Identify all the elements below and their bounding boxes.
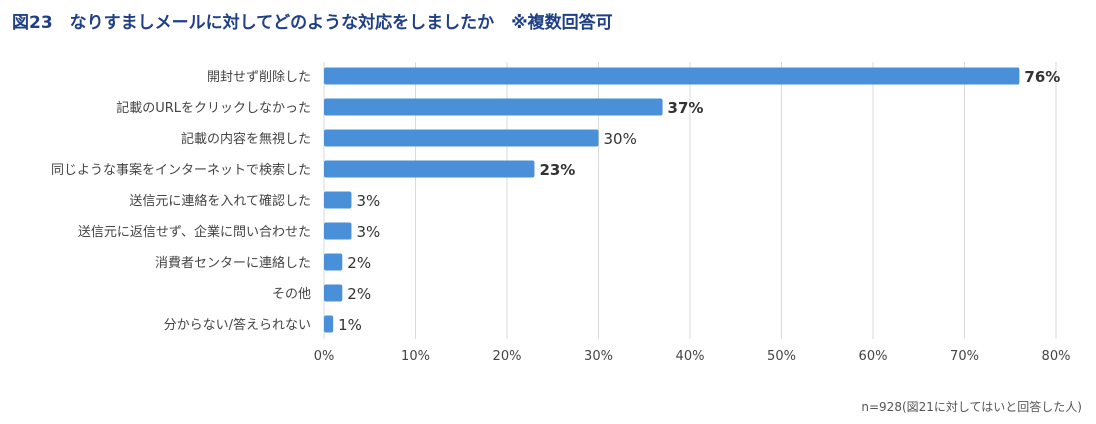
value-label: 3%	[356, 192, 380, 210]
x-tick-label: 40%	[676, 349, 705, 364]
bar	[324, 284, 343, 302]
x-tick-label: 50%	[767, 349, 796, 364]
value-label: 76%	[1024, 68, 1060, 86]
category-label: 送信元に返信せず、企業に問い合わせた	[78, 224, 311, 240]
bar	[324, 191, 352, 209]
value-label: 2%	[347, 254, 371, 272]
category-label: 消費者センターに連絡した	[155, 255, 311, 271]
bar	[324, 160, 535, 178]
bars	[324, 67, 1020, 333]
bar	[324, 67, 1020, 85]
value-label: 2%	[347, 285, 371, 303]
x-tick-label: 70%	[950, 349, 979, 364]
sample-size-note: n=928(図21に対してはいと回答した人)	[861, 400, 1082, 414]
category-label: 記載のURLをクリックしなかった	[116, 100, 311, 116]
value-label: 37%	[668, 99, 704, 117]
x-tick-label: 0%	[314, 349, 335, 364]
value-label: 23%	[539, 161, 575, 179]
chart-title: 図23 なりすましメールに対してどのような対応をしましたか ※複数回答可	[12, 13, 613, 33]
category-label: 同じような事案をインターネットで検索した	[51, 163, 311, 178]
bar	[324, 98, 663, 116]
bar	[324, 315, 334, 333]
value-label: 1%	[338, 316, 362, 334]
bar	[324, 222, 352, 240]
x-tick-label: 20%	[493, 349, 522, 364]
category-label: 送信元に連絡を入れて確認した	[129, 193, 311, 209]
category-label: 分からない/答えられない	[164, 317, 311, 333]
value-label: 30%	[604, 130, 637, 148]
x-axis-ticks: 0% 10% 20% 30% 40% 50% 60% 70% 80%	[314, 349, 1071, 364]
x-tick-label: 30%	[584, 349, 613, 364]
bar	[324, 253, 343, 271]
category-label: 開封せず削除した	[207, 70, 311, 85]
x-tick-label: 80%	[1042, 349, 1071, 364]
value-label: 3%	[356, 223, 380, 241]
category-label: 記載の内容を無視した	[181, 131, 311, 147]
category-label: その他	[272, 287, 311, 302]
value-labels: 76% 37% 30% 23% 3% 3% 2% 2% 1%	[338, 68, 1060, 334]
x-tick-label: 60%	[859, 349, 888, 364]
x-tick-label: 10%	[401, 349, 430, 364]
bar	[324, 129, 599, 147]
category-labels: 開封せず削除した記載のURLをクリックしなかった記載の内容を無視した同じような事…	[51, 70, 311, 333]
